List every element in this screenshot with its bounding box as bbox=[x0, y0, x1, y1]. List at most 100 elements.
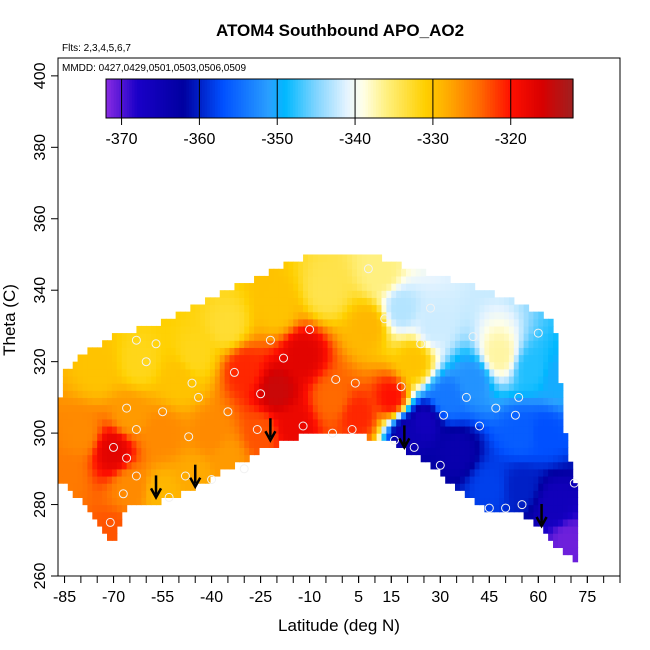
heat-cell bbox=[298, 411, 304, 420]
heat-cell bbox=[72, 433, 79, 441]
heat-cell bbox=[415, 283, 422, 291]
heat-cell bbox=[229, 340, 236, 348]
heat-cell bbox=[430, 297, 436, 306]
heat-cell bbox=[484, 504, 490, 513]
heat-cell bbox=[327, 383, 334, 391]
heat-cell bbox=[249, 290, 255, 298]
heat-cell bbox=[288, 318, 294, 327]
heat-cell bbox=[479, 411, 485, 420]
heat-cell bbox=[107, 361, 113, 370]
heat-cell bbox=[307, 333, 314, 341]
heat-cell bbox=[283, 283, 289, 291]
heat-cell bbox=[538, 404, 544, 413]
heat-cell bbox=[268, 283, 275, 291]
heat-cell bbox=[499, 333, 505, 341]
heat-cell bbox=[244, 368, 250, 377]
heat-cell bbox=[298, 397, 304, 406]
heat-cell bbox=[356, 311, 363, 320]
heat-cell bbox=[307, 311, 314, 320]
heat-cell bbox=[376, 383, 383, 391]
heat-cell bbox=[376, 304, 383, 313]
heat-cell bbox=[494, 361, 500, 370]
heat-cell bbox=[160, 468, 167, 477]
heat-cell bbox=[523, 418, 530, 427]
heat-cell bbox=[224, 404, 231, 413]
heat-cell bbox=[214, 347, 221, 356]
heat-cell bbox=[548, 525, 554, 534]
heat-cell bbox=[528, 368, 535, 377]
heat-cell bbox=[347, 383, 353, 391]
heat-cell bbox=[200, 347, 206, 356]
heat-cell bbox=[548, 461, 554, 470]
heat-cell bbox=[489, 433, 495, 441]
heat-cell bbox=[553, 390, 559, 398]
heat-cell bbox=[410, 347, 417, 356]
heat-cell bbox=[170, 475, 177, 484]
heat-cell bbox=[528, 490, 535, 498]
heat-cell bbox=[97, 390, 103, 398]
heat-cell bbox=[249, 333, 255, 341]
heat-cell bbox=[102, 433, 108, 441]
colorbar-segment bbox=[357, 79, 361, 118]
heat-cell bbox=[347, 397, 353, 406]
heat-cell bbox=[445, 440, 451, 448]
colorbar-segment bbox=[181, 79, 185, 118]
heat-cell bbox=[386, 383, 392, 391]
heat-cell bbox=[307, 283, 314, 291]
y-tick-label: 400 bbox=[32, 62, 49, 89]
heat-cell bbox=[116, 354, 123, 363]
colorbar-segment bbox=[233, 79, 237, 118]
heat-cell bbox=[440, 275, 446, 284]
heat-cell bbox=[356, 254, 363, 263]
heat-cell bbox=[538, 411, 544, 420]
heat-cell bbox=[102, 390, 108, 398]
heat-cell bbox=[165, 468, 172, 477]
heat-cell bbox=[371, 318, 378, 327]
heat-cell bbox=[273, 311, 280, 320]
heat-cell bbox=[136, 411, 142, 420]
heat-cell bbox=[562, 468, 569, 477]
heat-cell bbox=[489, 354, 495, 363]
heat-cell bbox=[312, 297, 319, 306]
heat-cell bbox=[200, 461, 206, 470]
heat-cell bbox=[229, 425, 236, 434]
heat-cell bbox=[200, 383, 206, 391]
heat-cell bbox=[229, 454, 236, 463]
heat-cell bbox=[307, 318, 314, 327]
heat-cell bbox=[160, 340, 167, 348]
heat-cell bbox=[190, 354, 196, 363]
heat-cell bbox=[557, 411, 564, 420]
heat-cell bbox=[548, 361, 554, 370]
heat-cell bbox=[190, 454, 196, 463]
x-tick-label: -10 bbox=[298, 589, 321, 606]
heat-cell bbox=[396, 311, 402, 320]
heat-cell bbox=[405, 383, 412, 391]
heat-cell bbox=[454, 461, 461, 470]
heat-cell bbox=[366, 261, 373, 270]
heat-cell bbox=[391, 275, 397, 284]
heat-cell bbox=[513, 425, 520, 434]
heat-cell bbox=[205, 383, 211, 391]
colorbar-segment bbox=[321, 79, 325, 118]
heat-cell bbox=[396, 425, 402, 434]
heat-cell bbox=[445, 375, 451, 384]
heat-cell bbox=[58, 433, 64, 441]
heat-cell bbox=[528, 311, 535, 320]
heat-cell bbox=[72, 368, 79, 377]
heat-cell bbox=[185, 454, 191, 463]
heat-cell bbox=[450, 433, 456, 441]
heat-cell bbox=[337, 368, 343, 377]
colorbar-tick-label: -360 bbox=[183, 131, 215, 148]
heat-cell bbox=[484, 311, 490, 320]
heat-cell bbox=[307, 297, 314, 306]
heat-cell bbox=[307, 411, 314, 420]
heat-cell bbox=[484, 361, 490, 370]
heat-cell bbox=[450, 325, 456, 334]
heat-cell bbox=[151, 468, 157, 477]
heat-cell bbox=[293, 311, 299, 320]
colorbar-segment bbox=[331, 79, 335, 118]
heat-cell bbox=[273, 368, 280, 377]
heat-cell bbox=[464, 390, 471, 398]
heat-cell bbox=[102, 368, 108, 377]
heat-cell bbox=[87, 461, 93, 470]
